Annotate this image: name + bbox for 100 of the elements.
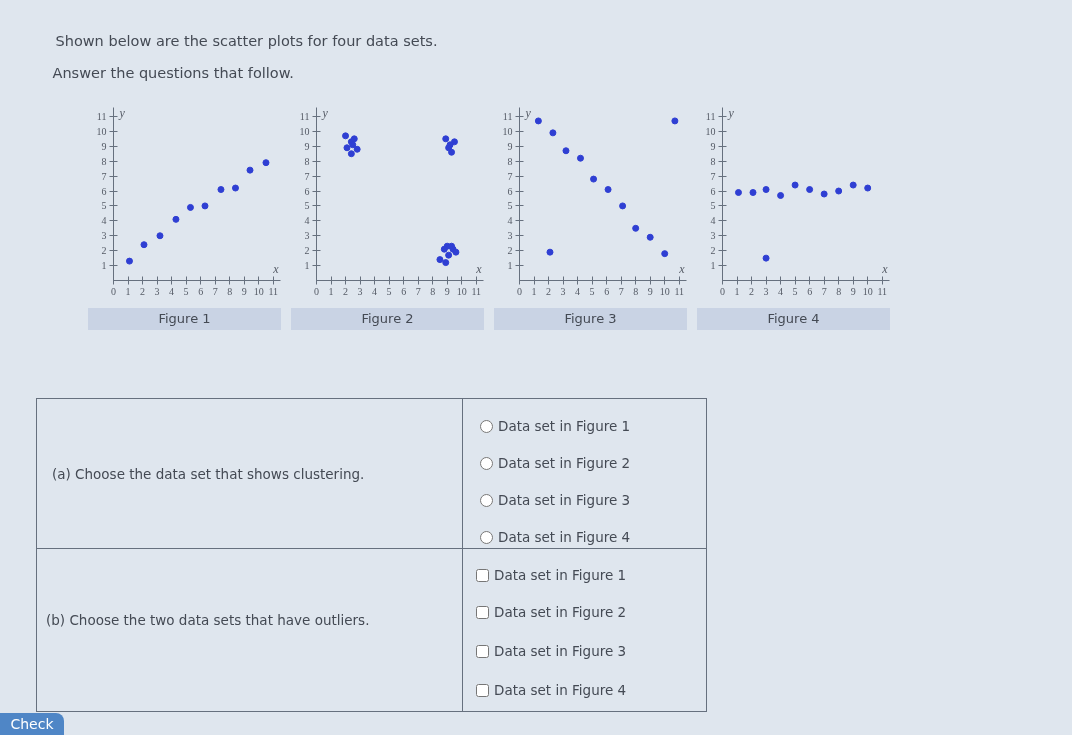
x-tick-label: 9 [647,285,653,297]
y-tick-label: 4 [304,215,310,227]
y-tick-label: 8 [710,155,716,167]
x-tick-label: 5 [792,285,798,297]
y-tick-label: 10 [502,125,513,137]
y-tick-label: 1 [304,260,310,272]
text: Figure 4 [767,310,820,328]
y-axis-title: y [118,105,126,120]
x-tick-label: 10 [659,285,670,297]
x-tick-label: 8 [227,285,233,297]
x-tick-label: 7 [212,285,218,297]
text: Figure 2 [361,310,414,328]
text: Data set in Figure 1 [497,417,631,436]
y-tick-label: 5 [101,200,107,212]
y-tick-label: 7 [710,170,716,182]
x-tick-label: 8 [633,285,639,297]
x-tick-label: 8 [836,285,842,297]
x-tick-label: 7 [618,285,624,297]
y-tick-label: 8 [101,155,107,167]
x-axis-title: x [475,261,483,276]
x-tick-label: 11 [877,285,888,297]
x-tick-label: 0 [111,285,116,297]
y-tick-label: 6 [710,185,716,197]
x-tick-label: 2 [749,285,755,297]
x-tick-label: 0 [314,285,319,297]
text: Data set in Figure 2 [493,603,627,622]
x-tick-label: 1 [734,285,740,297]
y-tick-label: 11 [502,110,513,122]
x-tick-label: 1 [328,285,334,297]
y-tick-label: 9 [710,140,716,152]
y-tick-label: 7 [507,170,513,182]
y-tick-label: 5 [304,200,310,212]
x-tick-label: 4 [778,285,784,297]
x-tick-label: 11 [471,285,482,297]
x-tick-label: 11 [268,285,279,297]
y-tick-label: 6 [304,185,310,197]
text: Answer the questions that follow. [52,64,294,81]
y-tick-label: 7 [101,170,107,182]
y-tick-label: 10 [705,125,716,137]
x-tick-label: 9 [444,285,450,297]
y-tick-label: 4 [101,215,107,227]
text: Shown below are the scatter plots for four data sets. [55,32,438,49]
x-tick-label: 8 [430,285,436,297]
text: Data set in Figure 3 [497,491,631,510]
x-tick-label: 10 [456,285,467,297]
x-tick-label: 10 [253,285,264,297]
y-tick-label: 4 [507,215,513,227]
y-tick-label: 1 [710,260,716,272]
y-tick-label: 6 [101,185,107,197]
y-tick-label: 2 [507,245,513,257]
x-tick-label: 3 [763,285,769,297]
x-tick-label: 9 [850,285,856,297]
x-tick-label: 7 [415,285,421,297]
y-tick-label: 9 [304,140,310,152]
y-tick-label: 10 [96,125,107,137]
x-axis-title: x [678,261,686,276]
x-tick-label: 2 [140,285,146,297]
y-tick-label: 3 [304,230,310,242]
x-axis-title: x [272,261,280,276]
button: Check [0,713,64,735]
x-tick-label: 11 [674,285,685,297]
y-tick-label: 8 [507,155,513,167]
text: Figure 3 [564,310,617,328]
x-tick-label: 6 [198,285,204,297]
x-tick-label: 9 [241,285,247,297]
x-tick-label: 3 [154,285,160,297]
text: Data set in Figure 4 [493,681,627,700]
x-tick-label: 1 [531,285,537,297]
x-tick-label: 0 [720,285,725,297]
x-tick-label: 4 [372,285,378,297]
text: Data set in Figure 4 [497,528,631,547]
x-tick-label: 5 [183,285,189,297]
x-tick-label: 1 [125,285,131,297]
text: (b) Choose the two data sets that have outliers. [46,611,370,629]
y-axis-title: y [321,105,329,120]
y-tick-label: 7 [304,170,310,182]
x-tick-label: 6 [807,285,813,297]
x-tick-label: 6 [604,285,610,297]
y-tick-label: 4 [710,215,716,227]
y-tick-label: 6 [507,185,513,197]
text: Figure 1 [158,310,211,328]
x-axis-title: x [881,261,889,276]
y-tick-label: 2 [304,245,310,257]
text: Data set in Figure 3 [493,642,627,661]
x-tick-label: 7 [821,285,827,297]
text: Data set in Figure 1 [493,566,627,585]
y-tick-label: 11 [299,110,310,122]
text: (a) Choose the data set that shows clustering. [52,465,365,483]
y-axis-title: y [727,105,735,120]
x-tick-label: 2 [546,285,552,297]
y-tick-label: 8 [304,155,310,167]
y-tick-label: 1 [101,260,107,272]
x-tick-label: 3 [560,285,566,297]
x-tick-label: 4 [169,285,175,297]
x-tick-label: 5 [386,285,392,297]
y-tick-label: 11 [705,110,716,122]
y-tick-label: 3 [101,230,107,242]
y-tick-label: 10 [299,125,310,137]
x-tick-label: 10 [862,285,873,297]
y-axis-title: y [524,105,532,120]
